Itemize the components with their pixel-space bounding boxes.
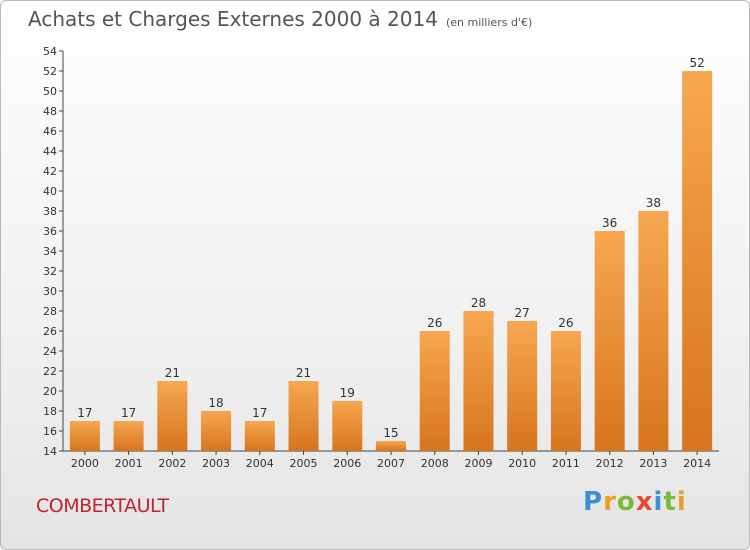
x-tick-label: 2000 [71, 457, 99, 470]
y-tick-label: 16 [43, 425, 57, 438]
y-tick-label: 42 [43, 165, 57, 178]
y-tick-label: 46 [43, 125, 57, 138]
bar [288, 381, 319, 451]
x-tick-label: 2008 [421, 457, 449, 470]
x-tick-label: 2014 [683, 457, 711, 470]
bar [550, 331, 581, 451]
logo-letter: r [603, 487, 617, 517]
data-label: 17 [77, 406, 92, 420]
commune-name: COMBERTAULT [36, 495, 169, 517]
logo-letter: i [653, 487, 664, 517]
y-tick-label: 30 [43, 285, 57, 298]
logo-letter: o [616, 487, 636, 517]
chart-title-text: Achats et Charges Externes 2000 à 2014 [28, 7, 438, 31]
bar [682, 71, 713, 451]
x-tick-label: 2011 [552, 457, 580, 470]
logo-letter: i [676, 487, 687, 517]
y-tick-label: 32 [43, 265, 57, 278]
y-tick-label: 20 [43, 385, 57, 398]
logo-letter: x [635, 487, 654, 517]
chart-subtitle: (en milliers d'€) [445, 16, 533, 29]
bar [419, 331, 450, 451]
y-tick-label: 14 [43, 445, 57, 458]
bar [332, 401, 363, 451]
x-tick-label: 2013 [639, 457, 667, 470]
bar [638, 211, 669, 451]
bar [463, 311, 494, 451]
x-tick-label: 2009 [464, 457, 492, 470]
chart-title: Achats et Charges Externes 2000 à 2014 (e… [28, 7, 532, 31]
data-label: 26 [427, 316, 442, 330]
data-label: 21 [165, 366, 180, 380]
logo-letter: P [583, 487, 604, 517]
data-label: 28 [471, 296, 486, 310]
y-tick-label: 36 [43, 225, 57, 238]
y-tick-label: 54 [43, 45, 57, 58]
data-label: 38 [646, 196, 661, 210]
x-tick-label: 2012 [596, 457, 624, 470]
x-tick-label: 2004 [246, 457, 274, 470]
y-tick-label: 50 [43, 85, 57, 98]
data-label: 27 [515, 306, 530, 320]
y-tick-label: 52 [43, 65, 57, 78]
y-tick-label: 34 [43, 245, 57, 258]
bar [244, 421, 275, 451]
y-tick-label: 22 [43, 365, 57, 378]
data-label: 18 [208, 396, 223, 410]
x-tick-label: 2005 [290, 457, 318, 470]
x-tick-label: 2007 [377, 457, 405, 470]
y-tick-label: 24 [43, 345, 57, 358]
x-tick-label: 2001 [115, 457, 143, 470]
data-label: 19 [340, 386, 355, 400]
x-tick-label: 2010 [508, 457, 536, 470]
bar [507, 321, 538, 451]
data-label: 17 [252, 406, 267, 420]
y-tick-label: 48 [43, 105, 57, 118]
bar [376, 441, 406, 451]
data-label: 52 [689, 56, 704, 70]
data-label: 17 [121, 406, 136, 420]
data-label: 26 [558, 316, 573, 330]
y-tick-label: 44 [43, 145, 57, 158]
bar [113, 421, 144, 451]
data-label: 21 [296, 366, 311, 380]
x-tick-label: 2002 [158, 457, 186, 470]
bar [201, 411, 232, 451]
proxiti-logo: Proxiti [583, 487, 687, 517]
data-label: 36 [602, 216, 617, 230]
bar [594, 231, 625, 451]
y-tick-label: 40 [43, 185, 57, 198]
x-tick-label: 2006 [333, 457, 361, 470]
bar [69, 421, 100, 451]
y-tick-label: 18 [43, 405, 57, 418]
logo-letter: t [663, 487, 677, 517]
y-tick-label: 26 [43, 325, 57, 338]
y-tick-label: 28 [43, 305, 57, 318]
y-tick-label: 38 [43, 205, 57, 218]
bar [157, 381, 188, 451]
data-label: 15 [383, 426, 398, 440]
x-tick-label: 2003 [202, 457, 230, 470]
